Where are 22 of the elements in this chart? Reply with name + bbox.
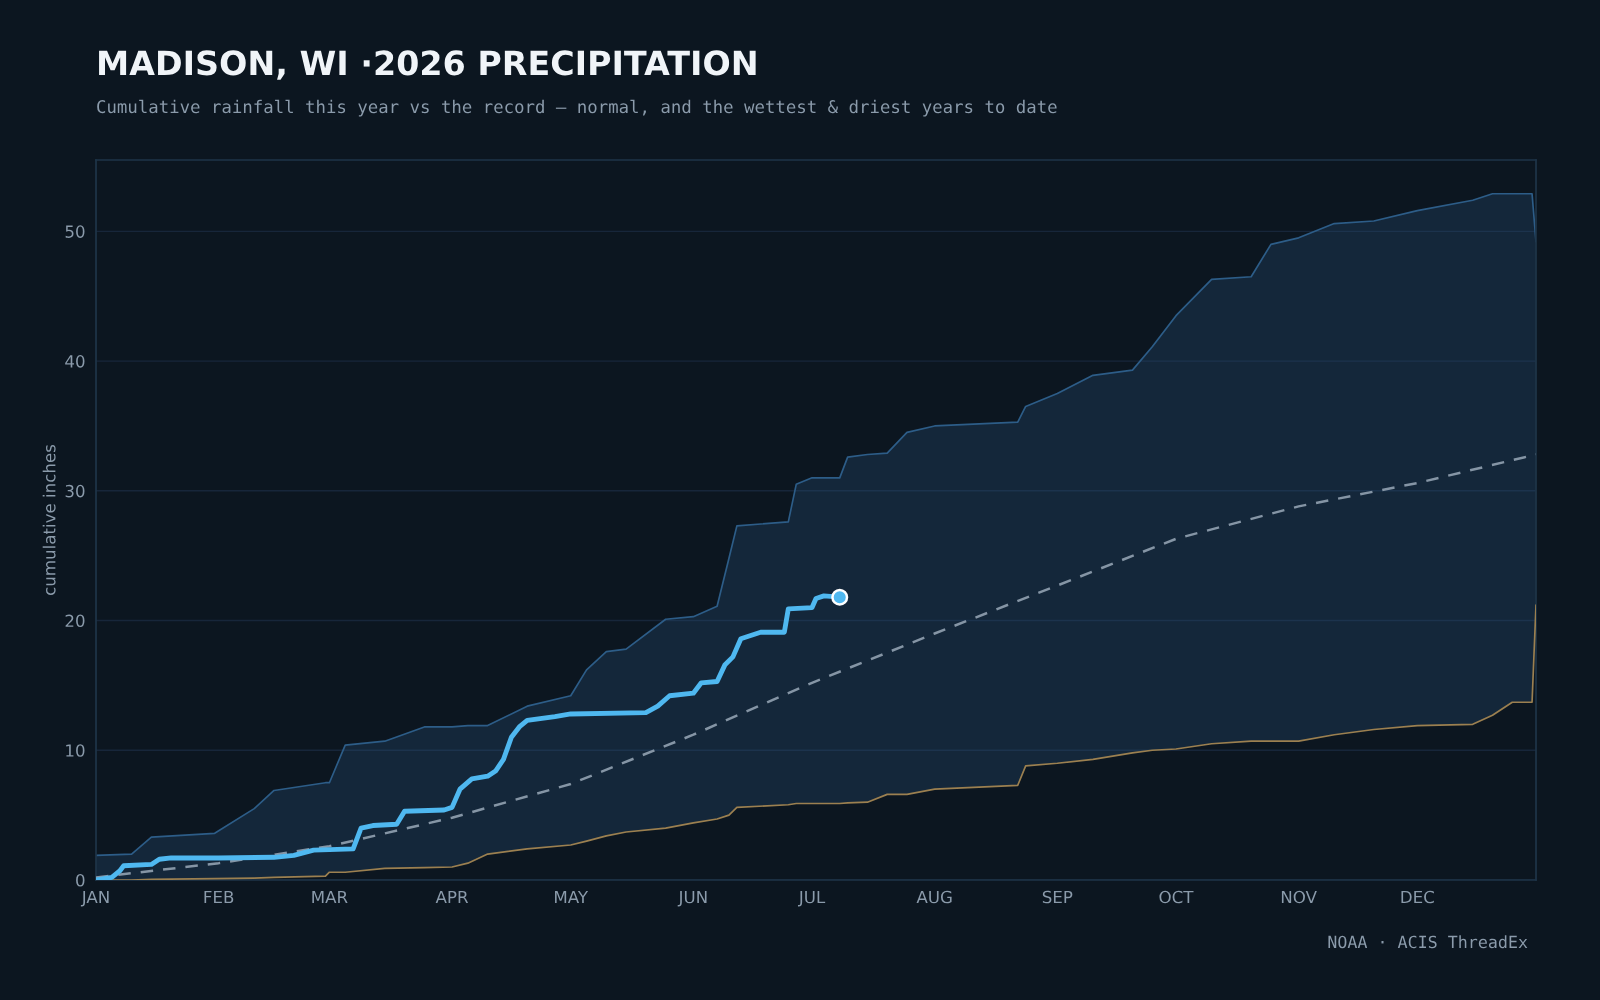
y-tick-label: 10 — [66, 744, 85, 757]
x-tick-label: JAN — [80, 890, 109, 907]
x-tick-label: OCT — [1159, 890, 1194, 904]
x-tick-label: FEB — [204, 890, 234, 904]
y-tick-label: 20 — [65, 614, 85, 628]
chart-title: MADISON, WI ·2026 PRECIPITATION — [99, 50, 756, 80]
text: NOAA · ACIS ThreadEx — [1328, 935, 1528, 949]
x-tick-label: JUL — [797, 890, 826, 907]
y-tick-label: 40 — [65, 355, 85, 368]
x-tick-label: AUG — [916, 890, 952, 904]
x-tick-label: DEC — [1401, 890, 1434, 904]
x-tick-label: SEP — [1042, 890, 1073, 904]
x-tick-label: MAY — [555, 890, 589, 904]
x-tick-label: APR — [435, 890, 469, 904]
x-tick-label: MAR — [312, 890, 348, 904]
y-axis-title: cumulative inches — [42, 444, 56, 595]
y-tick-label: 0 — [76, 873, 85, 887]
chart-subtitle: Cumulative rainfall this year vs the record — normal, and the wettest & driest years to date — [97, 99, 1057, 117]
y-tick-label: 30 — [65, 484, 85, 498]
x-tick-label: JUN — [677, 890, 707, 907]
y-tick-label: 50 — [65, 225, 85, 238]
x-tick-label: NOV — [1281, 890, 1317, 904]
